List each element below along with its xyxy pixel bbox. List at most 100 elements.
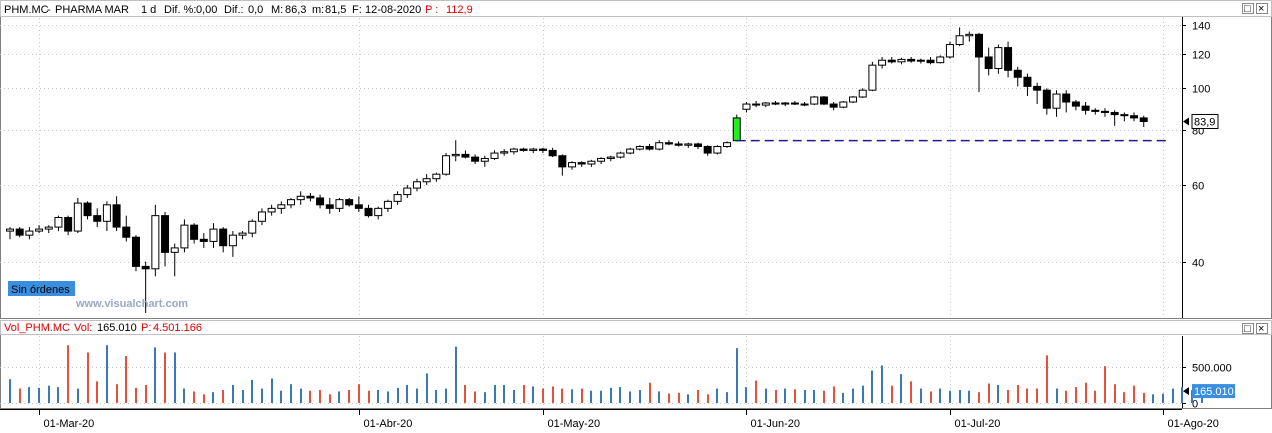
candle-body — [451, 153, 460, 157]
candle — [810, 95, 819, 106]
volume-bar — [38, 387, 40, 403]
volume-bar — [1114, 384, 1116, 403]
volume-bar — [261, 388, 263, 403]
volume-bar — [280, 390, 282, 403]
candle-body — [296, 195, 305, 201]
candle-body — [480, 157, 489, 162]
price-y-tick-label: 120 — [1192, 50, 1210, 62]
candle-body — [684, 143, 693, 146]
candle-body — [364, 207, 373, 217]
candle — [1081, 102, 1090, 115]
maximize-button[interactable] — [1242, 3, 1254, 14]
candle-body — [810, 96, 819, 105]
volume-bar — [193, 391, 195, 403]
candle — [1071, 99, 1080, 111]
volume-bar — [125, 356, 127, 403]
volume-bar — [1007, 390, 1009, 403]
candle-body — [306, 195, 315, 199]
candle — [112, 196, 121, 232]
candle-body — [839, 101, 848, 108]
volume-bar — [561, 388, 563, 403]
candle — [645, 143, 654, 151]
candle-body — [926, 59, 935, 64]
candle — [548, 147, 557, 158]
volume-bar — [406, 384, 408, 403]
volume-bar — [1017, 384, 1019, 403]
candle-body — [1100, 110, 1109, 113]
volume-bar — [300, 388, 302, 403]
candle — [44, 225, 53, 234]
volume-bar — [552, 386, 554, 403]
close-button[interactable] — [1256, 3, 1268, 14]
volume-bar — [610, 387, 612, 403]
volume-bar — [416, 388, 418, 403]
candle-body — [257, 211, 266, 222]
header-date: 12-08-2020 — [365, 4, 421, 16]
header-p-label: P : — [425, 4, 438, 16]
candle-body — [180, 224, 189, 249]
candle-body — [887, 59, 896, 63]
volume-maximize-icon: □ — [1244, 323, 1251, 335]
volume-bar — [48, 385, 50, 403]
x-tick-label: 01-May-20 — [548, 418, 601, 430]
candle — [316, 194, 325, 209]
price-pane[interactable] — [0, 0, 1272, 319]
candle-body — [141, 265, 150, 270]
candle-body — [994, 47, 1003, 70]
volume-bar — [271, 378, 273, 403]
candle — [1004, 41, 1013, 78]
candle-body — [664, 142, 673, 145]
x-tick-label: 01-Ago-20 — [1168, 418, 1219, 430]
volume-bar — [474, 391, 476, 403]
candle — [219, 227, 228, 253]
candle-body — [112, 204, 121, 228]
header-timeframe: 1 d — [141, 4, 156, 16]
candle — [141, 261, 150, 313]
volume-maximize-button[interactable] — [1242, 323, 1254, 334]
candle-body — [25, 230, 34, 236]
candle — [1139, 115, 1148, 127]
volume-bar — [949, 390, 951, 403]
candle — [926, 56, 935, 65]
orders-badge[interactable] — [8, 281, 75, 296]
candle-body — [1120, 114, 1129, 117]
volume-y-tick-label: 500.000 — [1192, 363, 1232, 375]
candle-body — [15, 228, 24, 236]
candle-body — [742, 103, 751, 110]
candle-body — [170, 247, 179, 253]
candle — [64, 215, 73, 236]
volume-bar — [668, 393, 670, 403]
candle-body — [151, 215, 160, 270]
maximize-icon: □ — [1244, 3, 1251, 15]
candle-body — [907, 58, 916, 62]
candle — [723, 141, 732, 148]
last-volume-marker: 165.010 — [1183, 384, 1235, 399]
candle — [606, 155, 615, 162]
candle-body — [626, 148, 635, 154]
volume-bar — [532, 386, 534, 403]
candle-body — [190, 224, 199, 240]
last-price-arrow — [1183, 117, 1189, 126]
candle — [267, 204, 276, 216]
candle-body — [1071, 101, 1080, 107]
candle-body — [1139, 117, 1148, 122]
last-price-box — [1191, 113, 1219, 129]
candle-body — [703, 146, 712, 154]
candle — [161, 211, 170, 267]
candle — [800, 102, 809, 107]
volume-vol-label: Vol: — [74, 322, 92, 334]
candle-body — [936, 56, 945, 64]
candle-body — [529, 148, 538, 151]
volume-bar — [28, 387, 30, 403]
last-volume-box — [1192, 384, 1235, 399]
volume-close-button[interactable] — [1256, 323, 1268, 334]
volume-bar — [368, 390, 370, 403]
candle — [393, 191, 402, 205]
candle — [955, 27, 964, 47]
volume-bar — [639, 390, 641, 403]
candle-body — [577, 162, 586, 165]
candle — [538, 147, 547, 154]
candle-body — [1042, 89, 1051, 109]
candle-body — [713, 146, 722, 154]
